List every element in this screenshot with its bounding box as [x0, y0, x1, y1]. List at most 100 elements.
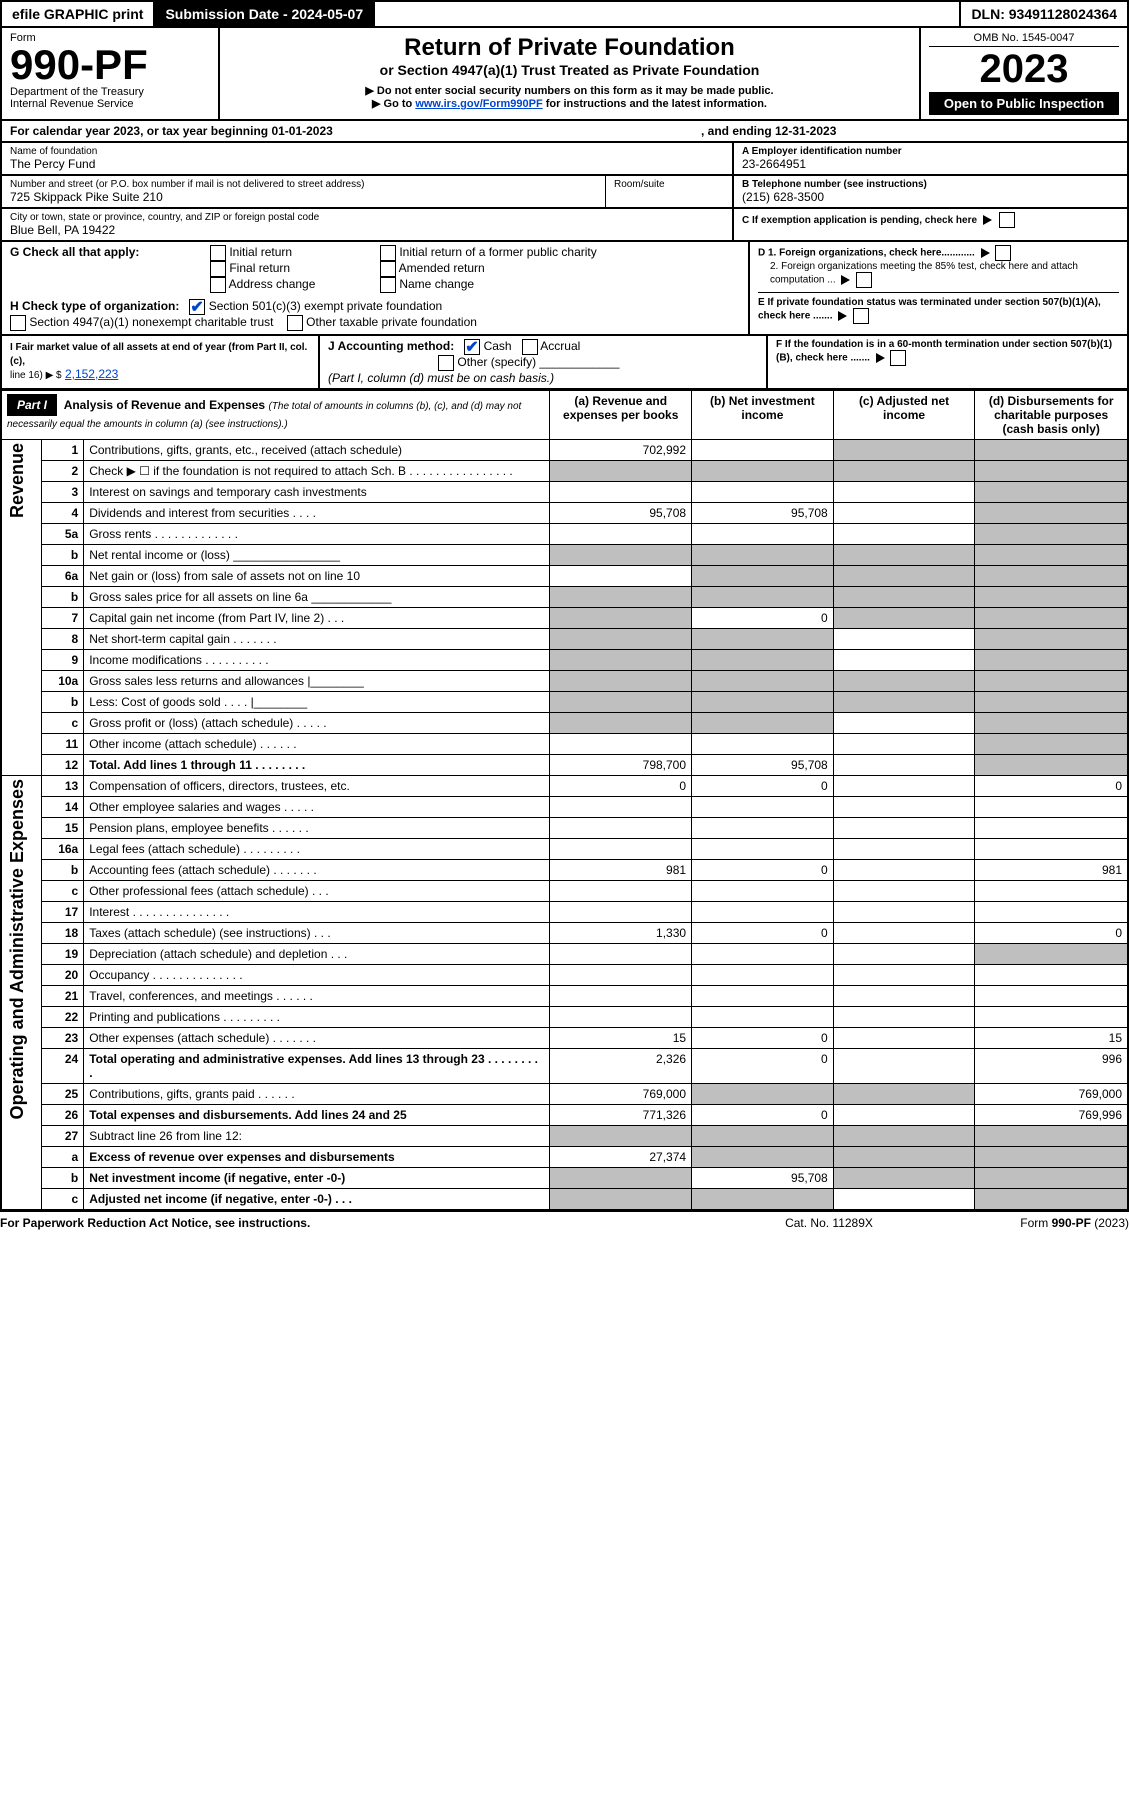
city-label: City or town, state or province, country…	[10, 212, 724, 223]
line-description: Less: Cost of goods sold . . . . |______…	[84, 692, 550, 713]
cell-col-b	[692, 818, 834, 839]
cell-col-b	[692, 986, 834, 1007]
cell-col-c	[833, 692, 975, 713]
g-final-return[interactable]	[210, 261, 226, 277]
g-initial-public[interactable]	[380, 245, 396, 261]
cell-col-d: 981	[975, 860, 1128, 881]
line-description: Net rental income or (loss) ____________…	[84, 545, 550, 566]
cell-col-d	[975, 650, 1128, 671]
line-number: 24	[42, 1049, 84, 1084]
line-number: 13	[42, 776, 84, 797]
d2-checkbox[interactable]	[856, 272, 872, 288]
table-row: 2Check ▶ ☐ if the foundation is not requ…	[1, 461, 1128, 482]
line-description: Other expenses (attach schedule) . . . .…	[84, 1028, 550, 1049]
line-number: 6a	[42, 566, 84, 587]
revenue-label: Revenue	[7, 443, 28, 518]
line-number: b	[42, 860, 84, 881]
g-address-change[interactable]	[210, 277, 226, 293]
cell-col-d: 769,000	[975, 1084, 1128, 1105]
top-bar: efile GRAPHIC print Submission Date - 20…	[0, 0, 1129, 28]
cell-col-b	[692, 839, 834, 860]
line-description: Other income (attach schedule) . . . . .…	[84, 734, 550, 755]
d1-checkbox[interactable]	[995, 245, 1011, 261]
cell-col-b	[692, 566, 834, 587]
cell-col-a: 27,374	[550, 1147, 692, 1168]
g-h-block: G Check all that apply: Initial return F…	[0, 242, 1129, 336]
table-row: 8Net short-term capital gain . . . . . .…	[1, 629, 1128, 650]
line-description: Accounting fees (attach schedule) . . . …	[84, 860, 550, 881]
form-link[interactable]: www.irs.gov/Form990PF	[415, 98, 542, 110]
phone-value: (215) 628-3500	[742, 190, 1119, 204]
h-501c3[interactable]	[189, 299, 205, 315]
arrow-icon	[983, 215, 992, 225]
cell-col-a	[550, 1007, 692, 1028]
cell-col-a	[550, 713, 692, 734]
cell-col-a	[550, 902, 692, 923]
part1-heading: Analysis of Revenue and Expenses	[64, 398, 265, 412]
table-row: 4Dividends and interest from securities …	[1, 503, 1128, 524]
g-name-change[interactable]	[380, 277, 396, 293]
cell-col-b: 0	[692, 1049, 834, 1084]
form-number: 990-PF	[10, 44, 210, 86]
cell-col-a	[550, 986, 692, 1007]
line-description: Total operating and administrative expen…	[84, 1049, 550, 1084]
e-checkbox[interactable]	[853, 308, 869, 324]
dept-label: Department of the Treasury	[10, 86, 210, 98]
line-description: Contributions, gifts, grants paid . . . …	[84, 1084, 550, 1105]
table-row: aExcess of revenue over expenses and dis…	[1, 1147, 1128, 1168]
cell-col-d	[975, 734, 1128, 755]
cell-col-a	[550, 818, 692, 839]
table-row: 27Subtract line 26 from line 12:	[1, 1126, 1128, 1147]
cell-col-c	[833, 503, 975, 524]
j-other[interactable]	[438, 355, 454, 371]
cell-col-a	[550, 461, 692, 482]
g-initial-return[interactable]	[210, 245, 226, 261]
c-checkbox[interactable]	[999, 212, 1015, 228]
line-description: Check ▶ ☐ if the foundation is not requi…	[84, 461, 550, 482]
cell-col-c	[833, 1105, 975, 1126]
expenses-label: Operating and Administrative Expenses	[7, 779, 28, 1119]
cell-col-a	[550, 587, 692, 608]
arrow-icon	[838, 311, 847, 321]
identity-block: Name of foundation The Percy Fund Number…	[0, 143, 1129, 242]
h-4947[interactable]	[10, 315, 26, 331]
cell-col-d	[975, 902, 1128, 923]
line-number: 21	[42, 986, 84, 1007]
foundation-name: The Percy Fund	[10, 157, 724, 171]
table-row: bLess: Cost of goods sold . . . . |_____…	[1, 692, 1128, 713]
line-description: Other employee salaries and wages . . . …	[84, 797, 550, 818]
g-label: G Check all that apply:	[10, 245, 210, 293]
table-row: 19Depreciation (attach schedule) and dep…	[1, 944, 1128, 965]
col-d-header: (d) Disbursements for charitable purpose…	[975, 391, 1128, 440]
line-number: 19	[42, 944, 84, 965]
j-cash[interactable]	[464, 339, 480, 355]
efile-label[interactable]: efile GRAPHIC print	[2, 2, 155, 26]
line-number: 26	[42, 1105, 84, 1126]
cell-col-a	[550, 881, 692, 902]
line-description: Taxes (attach schedule) (see instruction…	[84, 923, 550, 944]
calendar-year-row: For calendar year 2023, or tax year begi…	[0, 121, 1129, 143]
cell-col-d	[975, 1007, 1128, 1028]
cell-col-b	[692, 881, 834, 902]
f-checkbox[interactable]	[890, 350, 906, 366]
line-description: Printing and publications . . . . . . . …	[84, 1007, 550, 1028]
cell-col-b	[692, 1189, 834, 1210]
fmv-value[interactable]: 2,152,223	[65, 367, 118, 381]
submission-date: Submission Date - 2024-05-07	[155, 2, 375, 26]
j-note: (Part I, column (d) must be on cash basi…	[328, 371, 554, 385]
f-label: F If the foundation is in a 60-month ter…	[776, 339, 1112, 364]
table-row: 22Printing and publications . . . . . . …	[1, 1007, 1128, 1028]
g-amended[interactable]	[380, 261, 396, 277]
cell-col-c	[833, 734, 975, 755]
line-number: 7	[42, 608, 84, 629]
cell-col-d	[975, 482, 1128, 503]
h-other-taxable[interactable]	[287, 315, 303, 331]
line-description: Other professional fees (attach schedule…	[84, 881, 550, 902]
phone-label: B Telephone number (see instructions)	[742, 179, 1119, 190]
cell-col-a	[550, 671, 692, 692]
e-label: E If private foundation status was termi…	[758, 297, 1101, 322]
table-row: Operating and Administrative Expenses13C…	[1, 776, 1128, 797]
j-accrual[interactable]	[522, 339, 538, 355]
arrow-icon	[981, 248, 990, 258]
line-description: Capital gain net income (from Part IV, l…	[84, 608, 550, 629]
